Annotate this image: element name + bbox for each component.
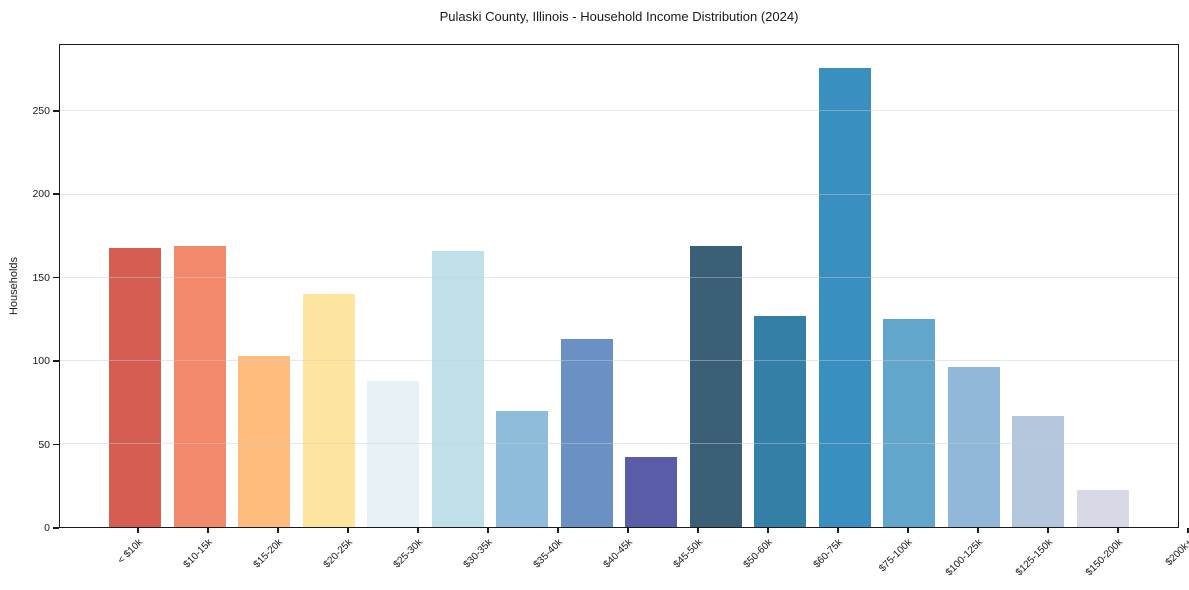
x-tick-mark: [487, 528, 489, 533]
x-tick-mark: [1187, 528, 1189, 533]
bar: [302, 294, 355, 527]
x-tick-label: $60-75k: [811, 537, 845, 571]
x-slot: $125-150k: [1012, 528, 1082, 590]
bar-slot: [619, 45, 684, 527]
bar: [173, 246, 226, 527]
x-slot: $20-25k: [312, 528, 382, 590]
chart-title: Pulaski County, Illinois - Household Inc…: [439, 9, 799, 24]
y-tick-label: 250: [32, 104, 50, 117]
bar-slot: [942, 45, 1007, 527]
x-slot: $200k+: [1152, 528, 1189, 590]
x-tick-label: $50-60k: [741, 537, 775, 571]
x-tick-mark: [837, 528, 839, 533]
x-tick-mark: [207, 528, 209, 533]
bar-slot: [103, 45, 168, 527]
bar-slot: [684, 45, 749, 527]
x-tick-label: $20-25k: [321, 537, 355, 571]
bar-slot: [748, 45, 813, 527]
y-tick-label: 100: [32, 355, 50, 368]
bar-slot: [168, 45, 233, 527]
y-tick-label: 0: [44, 522, 50, 534]
bar-slot: [555, 45, 620, 527]
bar: [1076, 490, 1129, 527]
bar: [496, 410, 549, 527]
y-tick-label: 50: [38, 438, 50, 451]
bar: [1012, 415, 1065, 527]
y-tick-label: 200: [32, 188, 50, 201]
x-tick-label: $30-35k: [461, 537, 495, 571]
x-tick-label: $75-100k: [877, 537, 915, 575]
x-tick-label: $35-40k: [531, 537, 565, 571]
x-slot: $45-50k: [662, 528, 732, 590]
bar: [625, 457, 678, 527]
x-tick-label: $100-125k: [943, 537, 985, 579]
bar-slot: [813, 45, 878, 527]
bar: [818, 68, 871, 527]
bars-container: [60, 45, 1178, 527]
x-slot: $150-200k: [1082, 528, 1152, 590]
x-slot: $10-15k: [172, 528, 242, 590]
bar: [238, 355, 291, 527]
x-tick-label: $45-50k: [671, 537, 705, 571]
x-tick-label: $15-20k: [251, 537, 285, 571]
bar: [883, 319, 936, 527]
x-tick-label: $40-45k: [601, 537, 635, 571]
x-slot: $15-20k: [242, 528, 312, 590]
bar: [689, 246, 742, 527]
y-tick-mark: [53, 110, 59, 112]
bar-slot: [877, 45, 942, 527]
x-tick-mark: [907, 528, 909, 533]
x-tick-label: $25-30k: [391, 537, 425, 571]
x-slot: < $10k: [102, 528, 172, 590]
x-tick-mark: [277, 528, 279, 533]
x-tick-mark: [417, 528, 419, 533]
x-tick-label: $150-200k: [1083, 537, 1125, 579]
bar: [367, 380, 420, 527]
x-slot: $75-100k: [872, 528, 942, 590]
y-tick-label: 150: [32, 271, 50, 284]
bar-slot: [361, 45, 426, 527]
bar-slot: [232, 45, 297, 527]
x-tick-label: < $10k: [115, 537, 145, 567]
bar: [431, 251, 484, 527]
x-tick-mark: [347, 528, 349, 533]
x-tick-mark: [1117, 528, 1119, 533]
y-axis-label: Households: [8, 256, 20, 316]
y-tick-mark: [53, 443, 59, 446]
x-tick-mark: [767, 528, 769, 533]
x-tick-mark: [627, 528, 629, 533]
x-tick-label: $10-15k: [181, 537, 215, 571]
x-tick-mark: [557, 528, 559, 533]
x-slot: $100-125k: [942, 528, 1012, 590]
x-slot: $30-35k: [452, 528, 522, 590]
x-slot: $50-60k: [732, 528, 802, 590]
x-tick-label: $125-150k: [1013, 537, 1055, 579]
x-tick-label: $200k+: [1163, 537, 1189, 569]
x-tick-mark: [977, 528, 979, 533]
x-tick-mark: [697, 528, 699, 533]
bar-slot: [490, 45, 555, 527]
x-tick-mark: [137, 528, 139, 533]
x-slot: $35-40k: [522, 528, 592, 590]
x-slot: $40-45k: [592, 528, 662, 590]
y-tick-mark: [53, 360, 59, 362]
plot-area: [59, 44, 1179, 528]
bar: [109, 247, 162, 527]
x-slot: $60-75k: [802, 528, 872, 590]
bar-slot: [1071, 45, 1136, 527]
x-slot: $25-30k: [382, 528, 452, 590]
x-tick-mark: [1047, 528, 1049, 533]
bar: [754, 315, 807, 527]
y-tick-mark: [53, 276, 59, 279]
bar-slot: [1006, 45, 1071, 527]
x-axis-labels: < $10k $10-15k $15-20k $20-25k $25-30k $30-35…: [59, 528, 1189, 590]
y-tick-mark: [53, 193, 59, 195]
bar: [560, 339, 613, 527]
bar-slot: [297, 45, 362, 527]
y-tick-mark: [53, 527, 59, 529]
bar-slot: [426, 45, 491, 527]
bar: [947, 367, 1000, 527]
